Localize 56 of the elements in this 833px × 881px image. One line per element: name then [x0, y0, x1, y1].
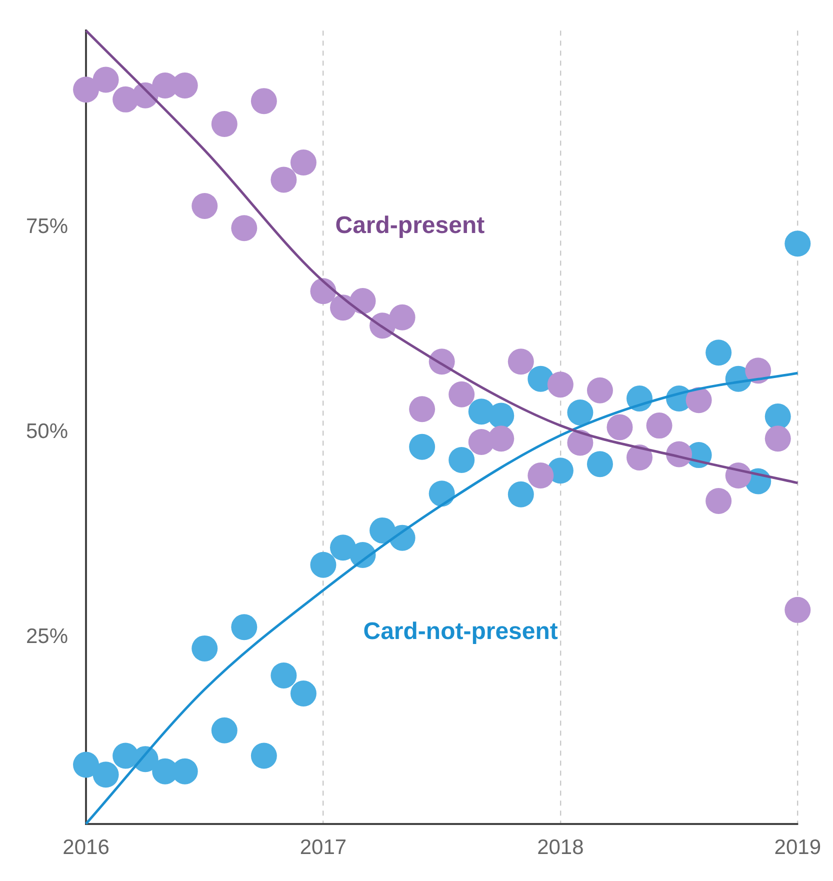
point — [488, 426, 514, 452]
series-label: Card-present — [335, 212, 485, 239]
point — [448, 381, 475, 408]
point — [211, 111, 238, 138]
point — [686, 387, 712, 414]
point — [784, 230, 811, 257]
y-tick-label: 25% — [26, 624, 68, 648]
point — [784, 596, 811, 623]
point — [745, 358, 772, 384]
point — [92, 66, 119, 93]
point — [626, 444, 653, 471]
point — [409, 434, 436, 460]
point — [606, 414, 633, 440]
point — [73, 752, 100, 778]
point — [448, 446, 475, 473]
point — [567, 399, 594, 426]
point — [211, 717, 238, 744]
series-label: Card-not-present — [363, 618, 558, 645]
point — [508, 481, 534, 508]
point — [547, 372, 574, 398]
point — [409, 396, 436, 422]
line-series — [84, 29, 799, 484]
x-tick-label: 2017 — [300, 836, 347, 860]
point — [764, 426, 791, 452]
point — [567, 430, 594, 456]
point — [73, 76, 100, 103]
point — [586, 451, 613, 478]
point — [528, 462, 554, 489]
x-tick-label: 2016 — [62, 836, 110, 860]
point — [192, 635, 218, 662]
point — [250, 742, 277, 769]
point — [706, 340, 732, 366]
point — [231, 614, 258, 640]
point — [231, 215, 258, 242]
point — [290, 150, 316, 176]
point — [290, 680, 316, 707]
point — [270, 662, 297, 688]
y-tick-label: 50% — [26, 420, 68, 443]
point — [92, 762, 119, 788]
point — [389, 304, 416, 330]
point — [270, 166, 297, 193]
point — [508, 348, 534, 375]
y-tick-label: 75% — [26, 215, 68, 238]
point — [764, 404, 791, 430]
point — [488, 402, 514, 429]
point — [310, 552, 336, 578]
point — [706, 488, 732, 514]
point — [350, 288, 376, 314]
point — [646, 412, 672, 439]
point — [586, 377, 613, 404]
point — [250, 88, 277, 114]
point — [428, 480, 455, 507]
x-tick-label: 2018 — [537, 836, 584, 860]
point — [330, 534, 356, 561]
x-tick-label: 2019 — [774, 836, 821, 860]
point — [192, 192, 218, 219]
